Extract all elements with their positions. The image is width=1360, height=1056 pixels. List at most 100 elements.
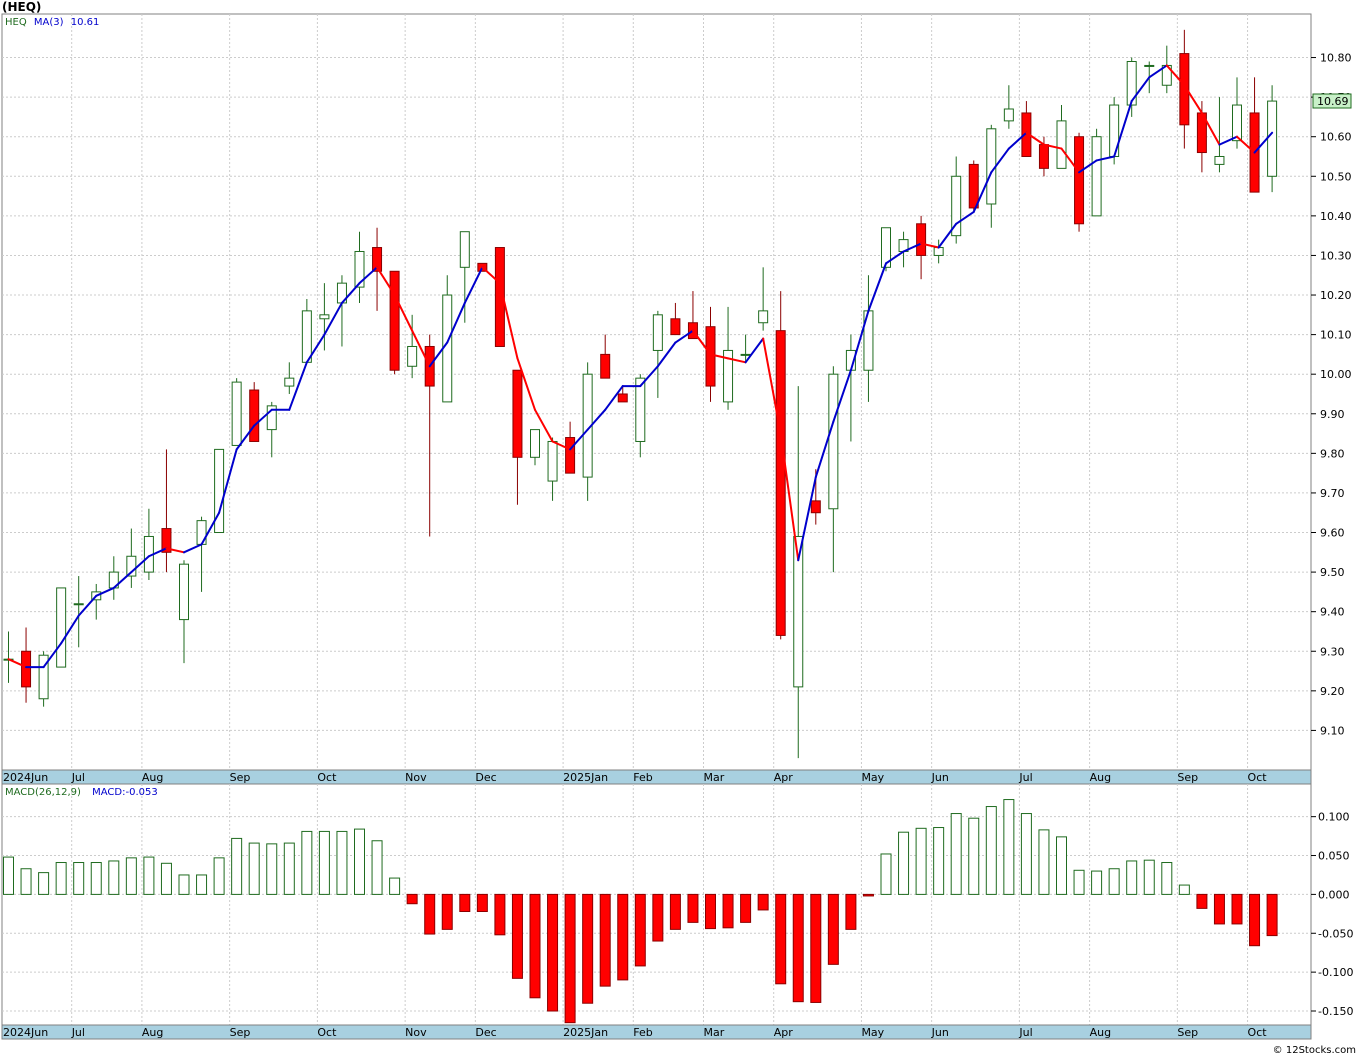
macd-bar xyxy=(1231,893,1243,925)
macd-y-tick-label: -0.150 xyxy=(1318,1005,1353,1018)
ma-segment xyxy=(604,385,624,411)
price-legend: HEQ MA(3) 10.61 xyxy=(5,17,99,28)
candle xyxy=(231,378,242,446)
candle-body xyxy=(214,448,225,534)
macd-y-tick-label: 0.100 xyxy=(1318,811,1350,824)
candle xyxy=(494,247,505,347)
candle xyxy=(793,386,804,759)
candle xyxy=(214,448,225,534)
candle-body xyxy=(705,326,716,387)
macd-bar xyxy=(459,893,471,912)
price-y-tick-label: 10.00 xyxy=(1320,368,1352,381)
macd-bar xyxy=(669,893,681,930)
price-y-tick-label: 9.90 xyxy=(1320,408,1345,421)
macd-x-tick-label: Sep xyxy=(230,1026,251,1039)
price-x-tick-label: Sep xyxy=(230,771,251,784)
ma-segment xyxy=(727,357,747,364)
candle xyxy=(284,362,295,394)
macd-bar xyxy=(950,813,962,895)
ma-segment xyxy=(832,369,852,423)
ma-segment xyxy=(902,242,923,253)
ma-segment xyxy=(990,147,1010,174)
price-y-tick-label: 10.80 xyxy=(1320,52,1352,65)
macd-x-tick-label: Oct xyxy=(1248,1026,1268,1039)
ma-segment xyxy=(1007,131,1028,150)
macd-bar xyxy=(248,842,260,895)
ma-segment xyxy=(1253,131,1274,154)
macd-bar xyxy=(196,874,208,895)
ma-segment xyxy=(7,658,28,669)
macd-bar xyxy=(511,893,523,979)
ma-segment xyxy=(463,266,484,304)
candle xyxy=(775,291,786,640)
macd-bar xyxy=(1003,799,1015,895)
price-y-tick-label: 9.50 xyxy=(1320,566,1345,579)
ma-segment xyxy=(130,555,150,574)
macd-x-tick-label: Mar xyxy=(704,1026,725,1039)
candle-body xyxy=(723,349,734,403)
candle-body xyxy=(968,163,979,209)
candle-body xyxy=(793,535,804,688)
ma-segment xyxy=(762,337,782,435)
candle xyxy=(21,627,32,703)
candle-body xyxy=(231,381,242,446)
price-x-tick-label: Jul xyxy=(1018,771,1032,784)
ma-segment xyxy=(1113,100,1133,158)
candle-body xyxy=(916,223,927,256)
candle-body xyxy=(56,587,67,668)
candle-body xyxy=(670,318,681,336)
candle-body xyxy=(565,437,576,474)
price-y-tick-label: 9.10 xyxy=(1320,724,1345,737)
candle xyxy=(1003,85,1014,129)
price-x-tick-label: Jun xyxy=(931,771,949,784)
candle xyxy=(652,310,663,398)
footer-credit: © 12Stocks.com xyxy=(1272,1045,1356,1056)
ma-segment xyxy=(1130,76,1151,103)
macd-x-tick-label: Oct xyxy=(317,1026,337,1039)
candle xyxy=(38,651,49,707)
ma-segment xyxy=(709,353,730,360)
macd-x-tick-label: Aug xyxy=(1090,1026,1111,1039)
macd-bar xyxy=(1073,869,1085,895)
ma-segment xyxy=(428,341,449,368)
macd-bar xyxy=(652,893,664,942)
price-x-tick-label: Apr xyxy=(774,771,794,784)
macd-bar xyxy=(792,893,804,1003)
candle-body xyxy=(1179,53,1190,126)
candle-body xyxy=(1267,100,1278,177)
candle xyxy=(1126,57,1137,117)
candle-body xyxy=(249,389,260,442)
macd-x-tick-label: May xyxy=(861,1026,884,1039)
candle-body xyxy=(530,429,540,458)
macd-bar xyxy=(494,893,506,936)
ma-segment xyxy=(376,266,396,297)
ma-segment xyxy=(358,266,379,285)
candle-body xyxy=(372,247,383,272)
ma-segment xyxy=(1183,84,1203,114)
candle-body xyxy=(21,650,32,688)
macd-bar xyxy=(862,893,874,897)
candle xyxy=(530,429,540,466)
macd-y-tick-label: -0.100 xyxy=(1318,966,1353,979)
ma-segment xyxy=(639,365,659,388)
price-x-tick-label: Dec xyxy=(475,771,496,784)
price-x-tick-label: Jul xyxy=(71,771,85,784)
macd-y-tick-label: 0.050 xyxy=(1318,850,1350,863)
candle xyxy=(126,528,137,588)
price-y-tick-label: 9.80 xyxy=(1320,447,1345,460)
macd-bar xyxy=(283,842,295,895)
price-x-axis-band xyxy=(1,769,1312,785)
macd-bar xyxy=(371,840,383,895)
macd-bar xyxy=(1213,893,1225,925)
macd-bar xyxy=(617,893,629,981)
ma-segment xyxy=(937,222,958,249)
macd-bar xyxy=(354,828,365,895)
candle xyxy=(459,231,470,323)
macd-bar xyxy=(933,827,945,895)
candle xyxy=(951,156,962,244)
macd-bar xyxy=(55,862,67,895)
macd-bar xyxy=(143,856,155,895)
candle-body xyxy=(407,345,418,367)
macd-bar xyxy=(898,831,910,895)
